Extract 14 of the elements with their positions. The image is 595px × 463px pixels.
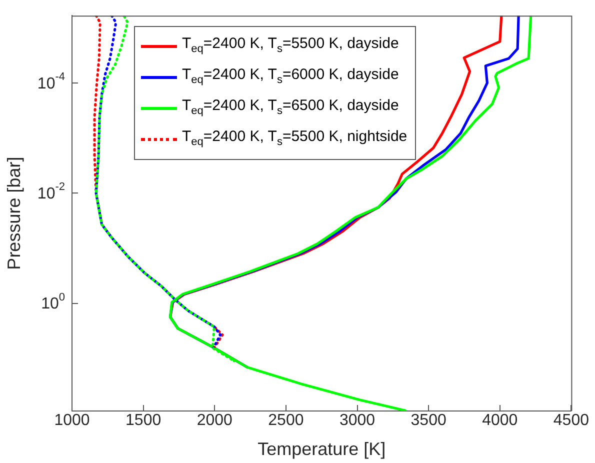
x-tick-label: 1500 <box>126 412 162 430</box>
legend-label: T$_{eq}$=2400 K, T$_{s}$=5500 K, nightside <box>182 126 408 150</box>
x-tick-label: 3000 <box>339 412 376 430</box>
x-tick-label: 4500 <box>553 412 590 430</box>
legend-label: T$_{eq}$=2400 K, T$_{s}$=6500 K, dayside <box>182 96 399 119</box>
x-tick-label: 2000 <box>196 412 233 430</box>
y-axis-title: Pressure [bar] <box>4 156 24 270</box>
legend-label: T$_{eq}$=2400 K, T$_{s}$=5500 K, dayside <box>182 34 399 57</box>
x-axis-title: Temperature [K] <box>258 439 386 460</box>
x-tick-label: 4000 <box>482 412 518 430</box>
x-tick-label: 3500 <box>410 412 446 430</box>
x-tick-label: 1000 <box>54 412 90 430</box>
x-tick-label: 2500 <box>268 412 304 430</box>
legend-label: T$_{eq}$=2400 K, T$_{s}$=6000 K, dayside <box>182 64 399 88</box>
